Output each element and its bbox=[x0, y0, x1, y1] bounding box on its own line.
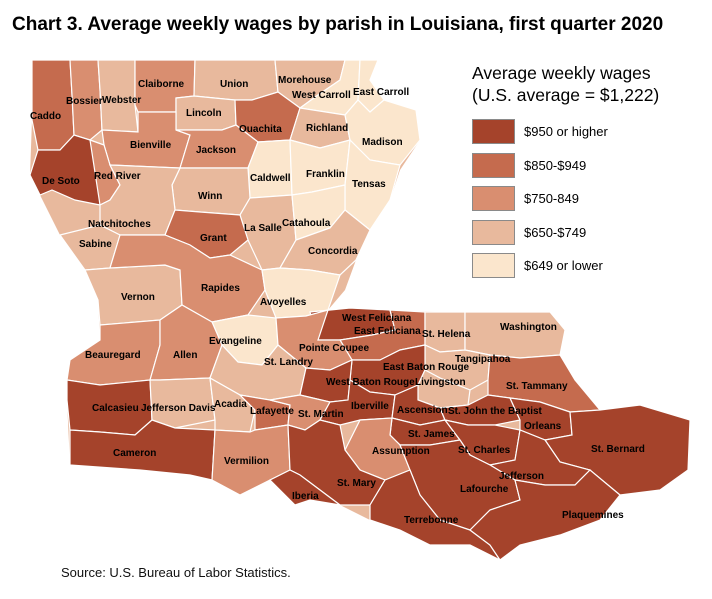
parish-label-madison: Madison bbox=[362, 137, 403, 148]
legend-label: $850-$949 bbox=[524, 157, 587, 173]
parish-label-natchitoches: Natchitoches bbox=[88, 219, 151, 230]
parish-label-st-helena: St. Helena bbox=[422, 329, 471, 340]
parish-label-washington: Washington bbox=[500, 322, 557, 333]
parish-label-grant: Grant bbox=[200, 233, 227, 244]
parish-label-west-carroll: West Carroll bbox=[292, 90, 351, 101]
parish-label-east-baton-rouge: East Baton Rouge bbox=[383, 362, 470, 373]
parish-label-plaquemines: Plaquemines bbox=[562, 510, 624, 521]
legend-swatch bbox=[472, 219, 515, 245]
parish-label-assumption: Assumption bbox=[372, 446, 430, 457]
parish-label-red-river: Red River bbox=[94, 171, 141, 182]
parish-label-avoyelles: Avoyelles bbox=[260, 297, 307, 308]
parish-label-st-john-the-baptist: St. John the Baptist bbox=[448, 406, 543, 417]
parish-label-west-baton-rouge: West Baton Rouge bbox=[326, 377, 415, 388]
legend-label: $649 or lower bbox=[524, 258, 603, 273]
parish-label-livingston: Livingston bbox=[415, 377, 466, 388]
parish-label-tangipahoa: Tangipahoa bbox=[455, 354, 511, 365]
parish-label-evangeline: Evangeline bbox=[209, 336, 262, 347]
parish-label-webster: Webster bbox=[102, 95, 141, 106]
parish-iberia bbox=[268, 469, 341, 506]
parish-label-ascension: Ascension bbox=[397, 405, 448, 416]
parish-label-vermilion: Vermilion bbox=[224, 456, 269, 467]
parish-label-tensas: Tensas bbox=[352, 179, 386, 190]
parish-label-east-feliciana: East Feliciana bbox=[354, 326, 421, 337]
parish-label-caldwell: Caldwell bbox=[250, 173, 291, 184]
parish-label-sabine: Sabine bbox=[79, 239, 112, 250]
legend-title-line1: Average weekly wages bbox=[472, 63, 651, 83]
parish-label-winn: Winn bbox=[198, 191, 222, 202]
legend-title-line2: (U.S. average = $1,222) bbox=[472, 85, 660, 105]
parish-label-st-bernard: St. Bernard bbox=[591, 444, 645, 455]
parish-label-beauregard: Beauregard bbox=[85, 350, 141, 361]
parish-label-bienville: Bienville bbox=[130, 140, 172, 151]
legend-swatch bbox=[472, 119, 515, 144]
parish-label-lincoln: Lincoln bbox=[186, 108, 222, 119]
parish-label-iberia: Iberia bbox=[292, 491, 319, 502]
parish-label-st-charles: St. Charles bbox=[458, 445, 511, 456]
legend-swatch bbox=[472, 253, 515, 278]
parish-label-st-martin: St. Martin bbox=[298, 409, 344, 420]
parish-label-bossier: Bossier bbox=[66, 96, 103, 107]
parish-label-lafayette: Lafayette bbox=[250, 406, 294, 417]
parish-label-st-tammany: St. Tammany bbox=[506, 381, 568, 392]
parish-label-ouachita: Ouachita bbox=[239, 124, 282, 135]
parish-label-rapides: Rapides bbox=[201, 283, 240, 294]
parish-label-lafourche: Lafourche bbox=[460, 484, 509, 495]
legend-item: $850-$949 bbox=[472, 152, 659, 178]
legend-item: $649 or lower bbox=[472, 253, 659, 278]
legend-item: $650-$749 bbox=[472, 219, 659, 245]
parish-label-concordia: Concordia bbox=[308, 246, 358, 257]
parish-label-terrebonne: Terrebonne bbox=[404, 515, 459, 526]
parish-label-jefferson-davis: Jefferson Davis bbox=[141, 403, 216, 414]
parish-label-la-salle: La Salle bbox=[244, 223, 282, 234]
parish-label-calcasieu: Calcasieu bbox=[92, 403, 139, 414]
legend-label: $750-849 bbox=[524, 191, 579, 206]
parish-label-allen: Allen bbox=[173, 350, 197, 361]
parish-label-iberville: Iberville bbox=[351, 401, 389, 412]
parish-rapides bbox=[109, 234, 266, 323]
legend-label: $950 or higher bbox=[524, 124, 608, 139]
map-legend: Average weekly wages (U.S. average = $1,… bbox=[472, 62, 659, 287]
legend-label: $650-$749 bbox=[524, 224, 587, 240]
parish-label-franklin: Franklin bbox=[306, 169, 345, 180]
legend-swatch bbox=[472, 186, 515, 211]
parish-plaquemines bbox=[469, 469, 621, 561]
parish-label-acadia: Acadia bbox=[214, 399, 247, 410]
parish-label-st-landry: St. Landry bbox=[264, 357, 313, 368]
source-note: Source: U.S. Bureau of Labor Statistics. bbox=[61, 565, 291, 580]
chart-title: Chart 3. Average weekly wages by parish … bbox=[12, 14, 664, 35]
legend-item: $750-849 bbox=[472, 186, 659, 211]
parish-label-pointe-coupee: Pointe Coupee bbox=[299, 343, 369, 354]
legend-item: $950 or higher bbox=[472, 119, 659, 144]
parish-label-st-james: St. James bbox=[408, 429, 455, 440]
legend-swatch bbox=[472, 152, 515, 178]
parish-label-de-soto: De Soto bbox=[42, 176, 80, 187]
parish-label-jefferson: Jefferson bbox=[499, 471, 544, 482]
parish-label-catahoula: Catahoula bbox=[282, 218, 331, 229]
parish-label-union: Union bbox=[220, 79, 248, 90]
parish-label-vernon: Vernon bbox=[121, 292, 155, 303]
parish-label-morehouse: Morehouse bbox=[278, 75, 332, 86]
parish-label-caddo: Caddo bbox=[30, 111, 61, 122]
parish-label-claiborne: Claiborne bbox=[138, 79, 185, 90]
parish-label-richland: Richland bbox=[306, 123, 348, 134]
parish-label-st-mary: St. Mary bbox=[337, 478, 376, 489]
parish-label-west-feliciana: West Feliciana bbox=[342, 313, 412, 324]
legend-items: $950 or higher $850-$949 $750-849 $650-$… bbox=[472, 119, 659, 278]
parish-washington bbox=[464, 311, 566, 359]
parish-label-orleans: Orleans bbox=[524, 421, 562, 432]
parish-label-east-carroll: East Carroll bbox=[353, 87, 409, 98]
parish-label-cameron: Cameron bbox=[113, 448, 156, 459]
parish-label-jackson: Jackson bbox=[196, 145, 236, 156]
